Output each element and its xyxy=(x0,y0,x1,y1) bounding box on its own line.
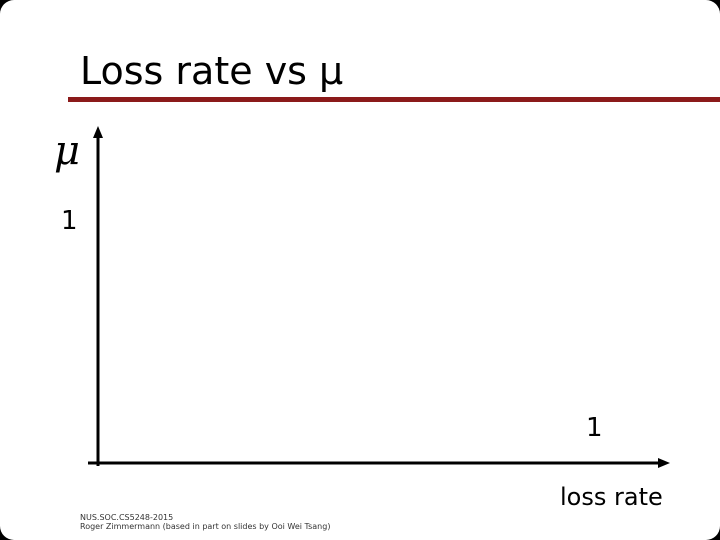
slide-title: Loss rate vs μ xyxy=(80,49,343,93)
footer-line: Roger Zimmermann (based in part on slide… xyxy=(80,522,330,531)
y-axis-arrow xyxy=(93,126,103,138)
y-axis-label: μ xyxy=(54,128,80,174)
title-rule xyxy=(68,97,720,102)
y-tick-label: 1 xyxy=(61,206,78,236)
x-axis-label: loss rate xyxy=(560,483,663,511)
x-axis-arrow xyxy=(658,458,670,468)
footer-line: NUS.SOC.CS5248-2015 xyxy=(80,513,173,522)
x-tick-label: 1 xyxy=(586,413,603,443)
